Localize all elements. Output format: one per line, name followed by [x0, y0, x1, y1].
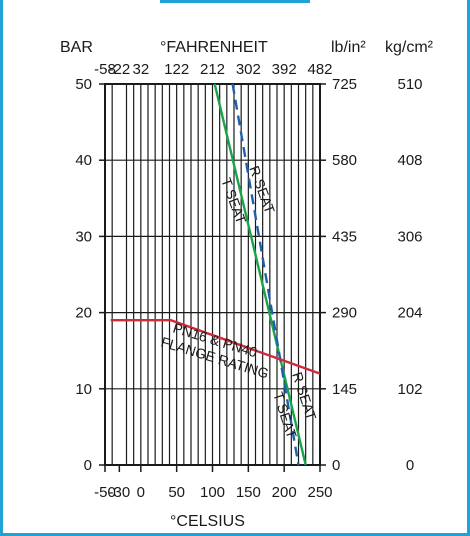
kgcm-tick-label: 408	[397, 152, 422, 169]
bar-axis-title: BAR	[60, 39, 93, 56]
fahrenheit-tick-label: 122	[164, 61, 189, 78]
psi-axis-ticks: 725 580 435 290 145 0	[320, 76, 357, 474]
celsius-tick-label: 100	[200, 484, 225, 501]
psi-tick-label: 580	[332, 152, 357, 169]
fahrenheit-tick-label: 302	[236, 61, 261, 78]
celsius-tick-label: 250	[307, 484, 332, 501]
r-seat-label-upper: R SEAT	[246, 164, 278, 216]
t-seat-label-upper: T SEAT	[218, 176, 250, 227]
series-lines	[110, 83, 321, 466]
bar-axis-ticks: 50 40 30 20 10 0	[75, 76, 105, 474]
fahrenheit-tick-label: 482	[307, 61, 332, 78]
series-line-t-seat	[213, 83, 307, 466]
fahrenheit-tick-label: 32	[132, 61, 149, 78]
bar-tick-label: 20	[75, 305, 92, 322]
kgcm-tick-label: 306	[397, 228, 422, 245]
kgcm-axis-title: kg/cm²	[385, 39, 434, 56]
bar-tick-label: 30	[75, 228, 92, 245]
psi-tick-label: 725	[332, 76, 357, 93]
fahrenheit-axis-title: °FAHRENHEIT	[160, 39, 268, 56]
fahrenheit-tick-label: 212	[200, 61, 225, 78]
celsius-axis-ticks: -50-30 0 50 100 150 200 250	[94, 465, 333, 501]
fahrenheit-axis-ticks: -58-22 32 122 212 302 392 482	[94, 61, 332, 78]
psi-tick-label: 435	[332, 228, 357, 245]
kgcm-tick-label: 204	[397, 305, 422, 322]
kgcm-tick-label: 510	[397, 76, 422, 93]
celsius-tick-label: 50	[168, 484, 185, 501]
frame-top-accent	[160, 0, 310, 3]
fahrenheit-tick-label: -58	[94, 61, 116, 78]
bar-tick-label: 0	[84, 457, 92, 474]
psi-tick-label: 290	[332, 305, 357, 322]
celsius-tick-label: 200	[272, 484, 297, 501]
bar-tick-label: 50	[75, 76, 92, 93]
celsius-tick-label: -30	[108, 484, 130, 501]
celsius-tick-label: -50	[94, 484, 116, 501]
kgcm-axis-ticks: 510 408 306 204 102 0	[397, 76, 422, 474]
psi-tick-label: 0	[332, 457, 340, 474]
psi-axis-title: lb/in²	[331, 39, 366, 56]
bar-tick-label: 40	[75, 152, 92, 169]
bar-tick-label: 10	[75, 381, 92, 398]
kgcm-tick-label: 102	[397, 381, 422, 398]
series-line-r-seat	[231, 83, 300, 466]
celsius-axis-title: °CELSIUS	[170, 513, 245, 530]
kgcm-tick-label: 0	[406, 457, 414, 474]
psi-tick-label: 145	[332, 381, 357, 398]
celsius-tick-label: 0	[137, 484, 145, 501]
celsius-tick-label: 150	[236, 484, 261, 501]
fahrenheit-tick-label: 392	[272, 61, 297, 78]
t-seat-label-lower: T SEAT	[270, 390, 300, 441]
series-line-pn16-pn40-flange-rating	[110, 319, 321, 375]
chart-grid	[105, 84, 320, 465]
fahrenheit-tick-label: -22	[108, 61, 130, 78]
